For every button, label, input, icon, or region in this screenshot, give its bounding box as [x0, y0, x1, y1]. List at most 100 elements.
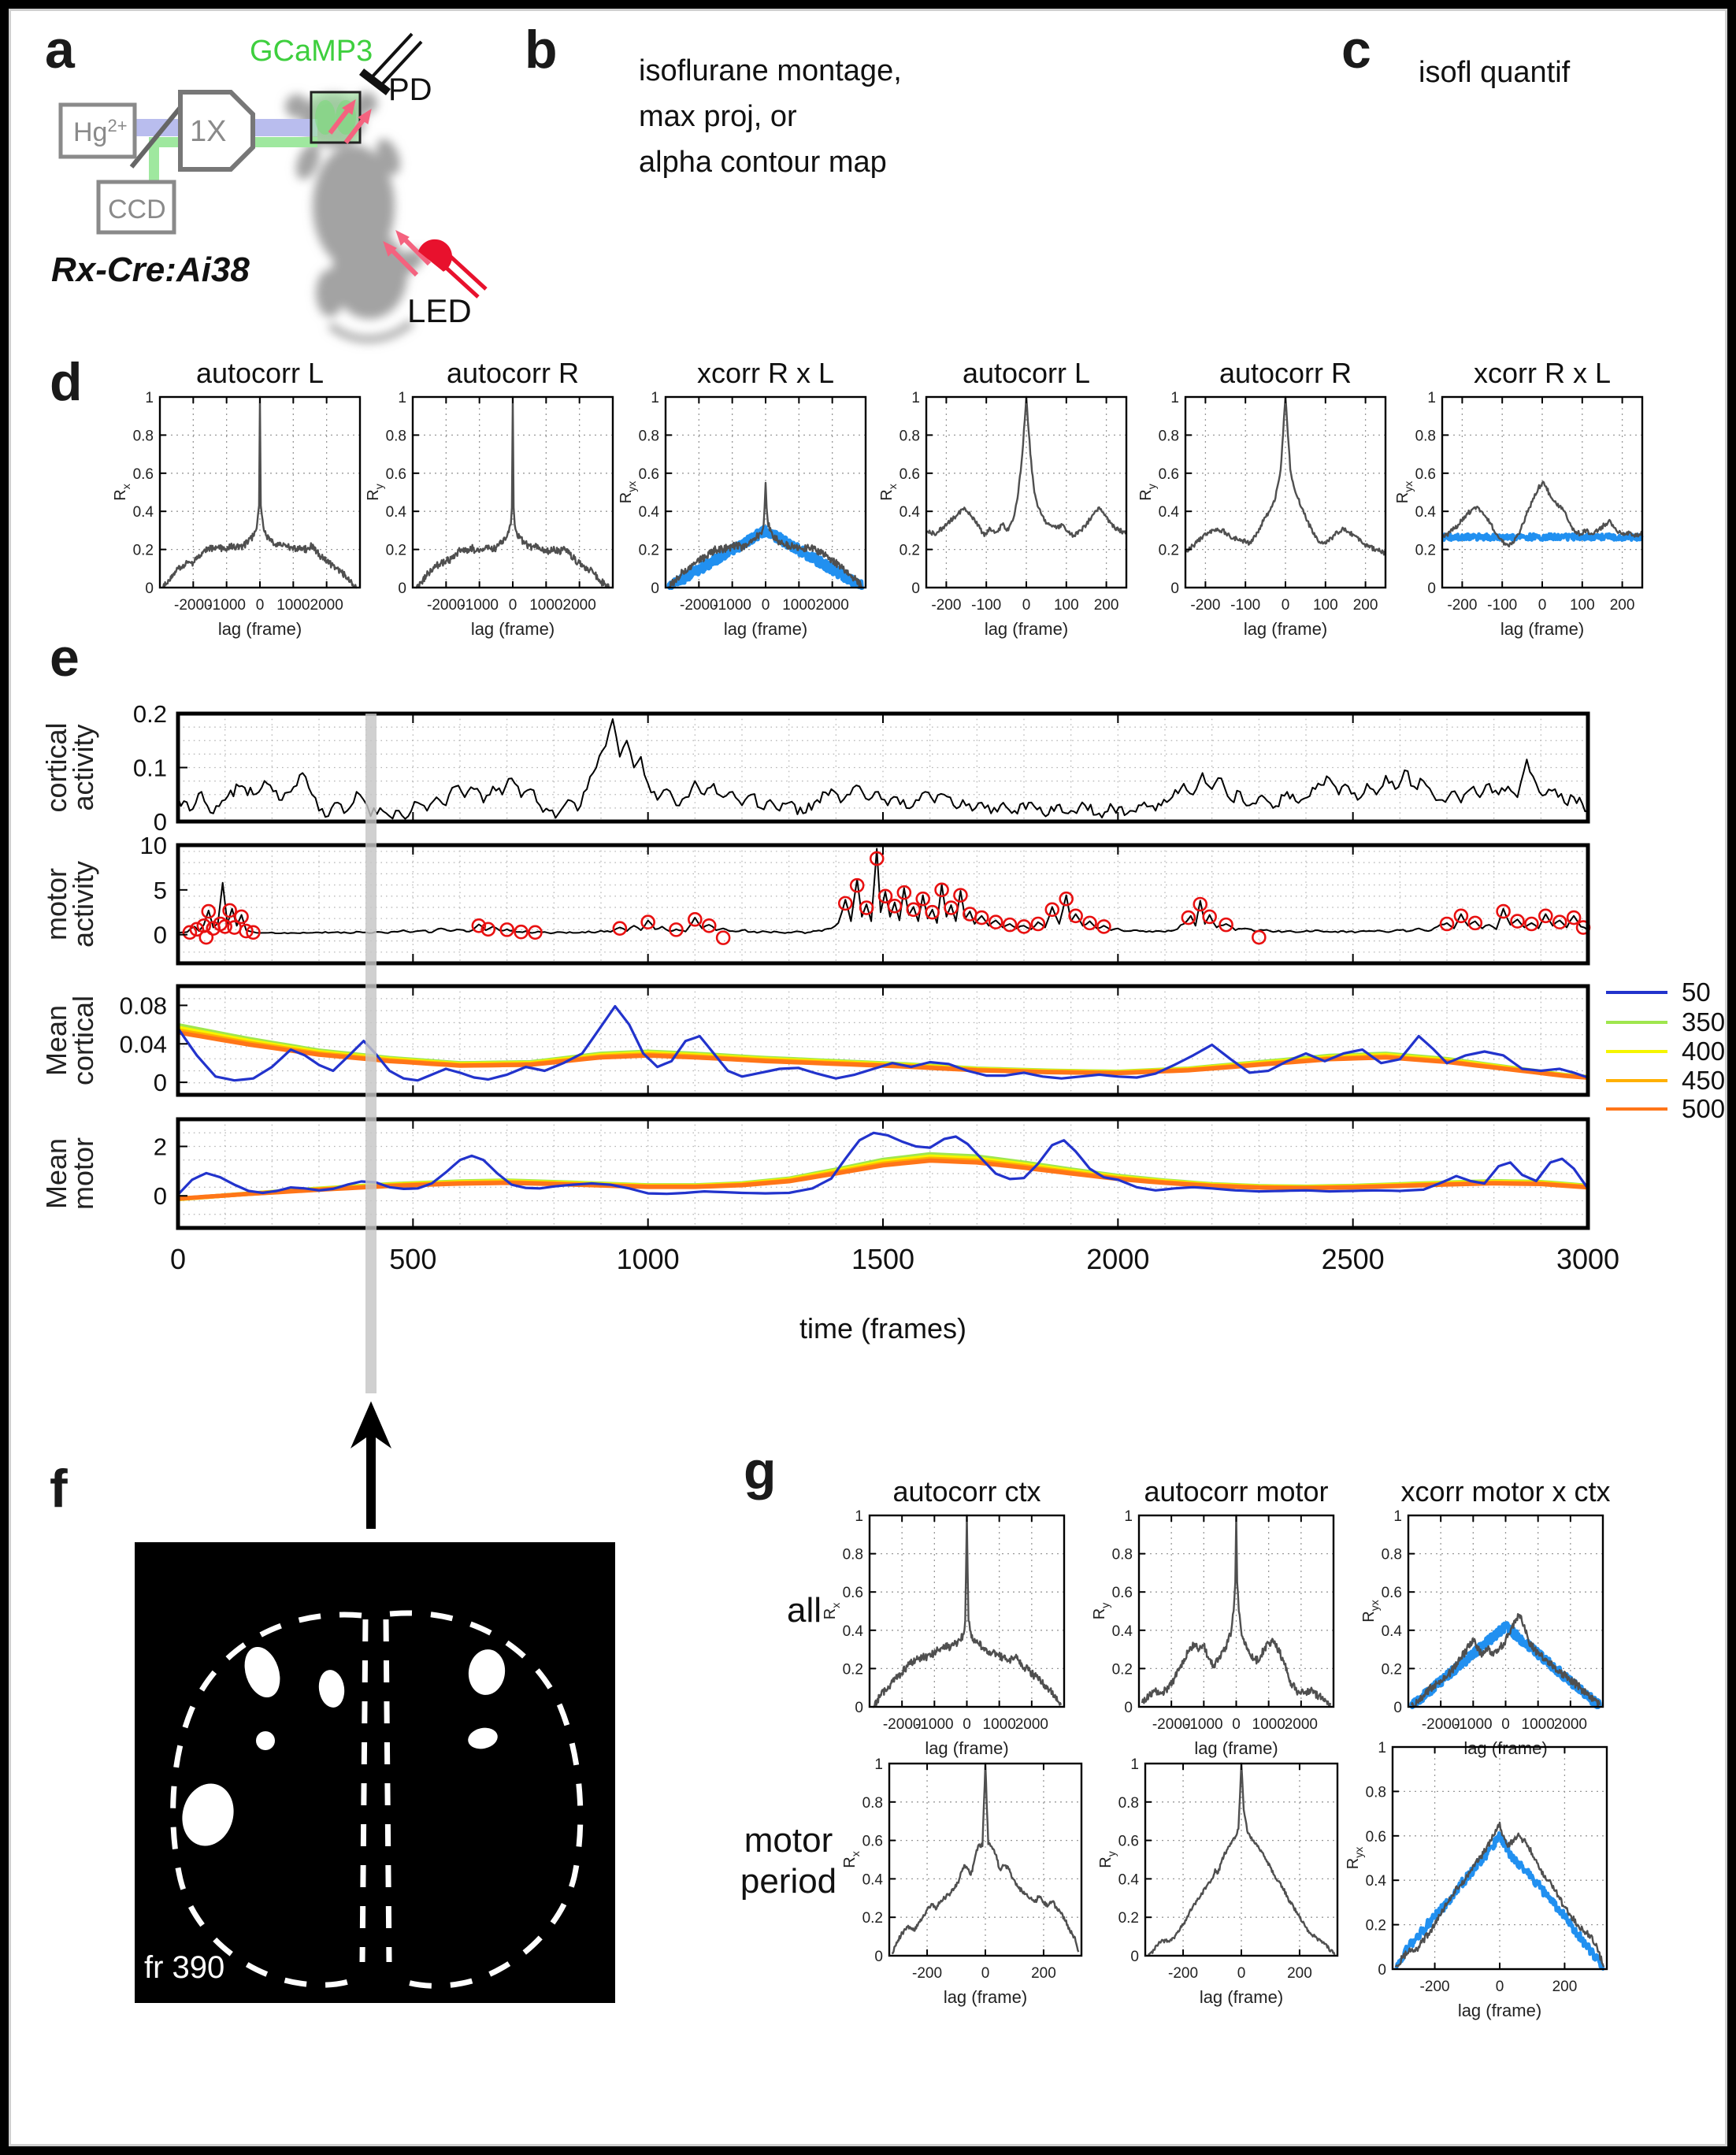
- series-500: [177, 1030, 1589, 1081]
- photodiode-icon: [358, 32, 423, 95]
- caption-b-line3: alpha contour map: [639, 146, 887, 179]
- activation-blob: [468, 1727, 498, 1749]
- svg-text:1: 1: [911, 390, 920, 406]
- hg-label: Hg: [73, 117, 107, 147]
- svg-text:0.8: 0.8: [133, 428, 154, 444]
- svg-text:0.8: 0.8: [900, 428, 920, 444]
- gcamp3-label: GCaMP3: [250, 35, 373, 68]
- midline-left: [359, 1619, 369, 1963]
- svg-text:-1000: -1000: [207, 597, 246, 614]
- plot-d6: -200 -100 0 100 200 0 0.2 0.4 0.6 0.8 1 xcorr R x L…: [1394, 357, 1644, 639]
- led-label: LED: [407, 292, 472, 329]
- series-autocorr: [162, 395, 358, 589]
- plot-title: autocorr R: [1219, 357, 1352, 389]
- svg-text:0.2: 0.2: [843, 1661, 863, 1678]
- svg-text:2000: 2000: [1285, 1716, 1318, 1733]
- ccd-label: CCD: [108, 195, 166, 224]
- svg-text:100: 100: [1054, 597, 1079, 614]
- svg-text:0.6: 0.6: [1415, 466, 1436, 483]
- y-axis-label: Ryx: [618, 481, 638, 503]
- pd-label: PD: [388, 72, 432, 107]
- svg-text:200: 200: [1552, 1979, 1578, 1995]
- svg-text:-200: -200: [1190, 597, 1220, 614]
- plot-d4: -200 -100 0 100 200 0 0.2 0.4 0.6 0.8 1 autocorr L l…: [878, 357, 1128, 639]
- svg-text:0.6: 0.6: [1159, 466, 1179, 483]
- series-cortical: [177, 718, 1589, 820]
- svg-text:-2000: -2000: [680, 597, 718, 614]
- panel-label-b: b: [525, 20, 558, 80]
- activation-blobs: [182, 1646, 506, 1846]
- svg-text:0.4: 0.4: [639, 504, 660, 521]
- svg-text:0.6: 0.6: [900, 466, 920, 483]
- plot-title: xcorr motor x ctx: [1400, 1475, 1610, 1508]
- svg-text:0.4: 0.4: [843, 1623, 864, 1640]
- plot-title: xcorr R x L: [697, 357, 834, 389]
- svg-text:0.4: 0.4: [1415, 504, 1437, 521]
- svg-text:0: 0: [509, 597, 517, 614]
- svg-text:0.2: 0.2: [900, 543, 920, 559]
- svg-text:200: 200: [1610, 597, 1635, 614]
- plot-title: autocorr L: [196, 357, 324, 389]
- svg-text:1: 1: [1170, 390, 1179, 406]
- svg-text:-200: -200: [912, 1965, 942, 1982]
- svg-text:0: 0: [1496, 1979, 1504, 1995]
- objective-label: 1X: [190, 115, 226, 148]
- reflection-arrows-led: [383, 230, 432, 277]
- svg-text:0.2: 0.2: [386, 543, 406, 559]
- svg-text:0: 0: [154, 922, 167, 949]
- svg-text:0.4: 0.4: [900, 504, 921, 521]
- row-label-motor-period: motor period: [740, 1821, 837, 1901]
- svg-text:1: 1: [145, 390, 154, 406]
- svg-text:0.4: 0.4: [1118, 1871, 1140, 1888]
- legend-label-350: 350: [1682, 1007, 1725, 1037]
- svg-text:0: 0: [651, 580, 659, 597]
- imaging-setup-schematic: Hg2+ 1X CCD GCaMP3 PD: [51, 32, 488, 343]
- series-shuffle: [666, 525, 865, 590]
- y-axis-label: activity: [67, 724, 99, 810]
- svg-text:0.6: 0.6: [862, 1834, 883, 1850]
- svg-text:0.8: 0.8: [862, 1795, 883, 1812]
- panel-label-f: f: [50, 1459, 68, 1519]
- y-axis-label: Rx: [112, 484, 132, 500]
- svg-text:0: 0: [256, 597, 265, 614]
- svg-text:0.2: 0.2: [1366, 1918, 1386, 1934]
- svg-text:0.8: 0.8: [386, 428, 406, 444]
- x-axis-label: lag (frame): [724, 619, 807, 639]
- svg-text:0.6: 0.6: [133, 466, 154, 483]
- plot-d3: -2000-1000 0 1000 2000 0 0.2 0.4 0.6 0.8 1 xcorr R…: [618, 357, 867, 639]
- x-axis-label: lag (frame): [925, 1738, 1008, 1758]
- legend-label-500: 500: [1682, 1094, 1725, 1123]
- y-axis-label: Ry: [1091, 1603, 1111, 1619]
- caption-b-line1: isoflurane montage,: [639, 54, 902, 87]
- svg-text:0: 0: [1427, 580, 1436, 597]
- legend-label-400: 400: [1682, 1037, 1725, 1066]
- svg-text:0: 0: [398, 580, 406, 597]
- x-axis-label: lag (frame): [944, 1987, 1027, 2007]
- svg-text:0: 0: [154, 1069, 167, 1096]
- x-axis-label: lag (frame): [1194, 1738, 1278, 1758]
- svg-text:3000: 3000: [1556, 1243, 1619, 1275]
- panel-label-d: d: [50, 352, 83, 412]
- caption-c: isofl quantif: [1419, 56, 1571, 89]
- svg-text:0.4: 0.4: [1366, 1873, 1387, 1890]
- svg-text:0.4: 0.4: [1159, 504, 1180, 521]
- svg-text:-1000: -1000: [713, 597, 751, 614]
- svg-text:0: 0: [1282, 597, 1290, 614]
- frame-pointer-arrow: [351, 1401, 391, 1529]
- svg-text:0.04: 0.04: [120, 1030, 167, 1058]
- plot-g5: -200 0 200 0 0.2 0.4 0.6 0.8 1 lag (frame) Ry: [1097, 1756, 1339, 2007]
- emission-beam-vertical: [149, 137, 159, 183]
- svg-text:0.2: 0.2: [639, 543, 659, 559]
- y-axis-label: Mean: [40, 1138, 72, 1209]
- plot-title: xcorr R x L: [1474, 357, 1611, 389]
- svg-text:1: 1: [1124, 1508, 1133, 1525]
- svg-text:0: 0: [1378, 1962, 1386, 1979]
- svg-text:0.2: 0.2: [1159, 543, 1179, 559]
- y-axis-label: Ryx: [1360, 1600, 1381, 1622]
- x-axis-label: lag (frame): [985, 619, 1068, 639]
